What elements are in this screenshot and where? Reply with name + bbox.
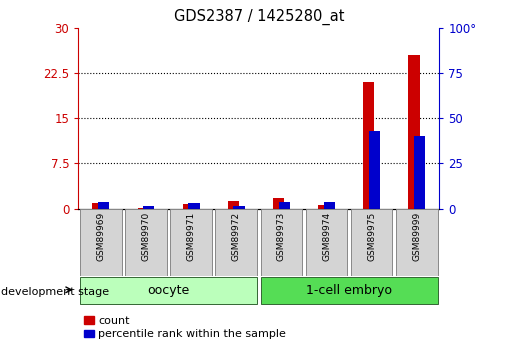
Bar bbox=[318, 205, 329, 209]
FancyBboxPatch shape bbox=[125, 209, 167, 276]
FancyBboxPatch shape bbox=[261, 209, 302, 276]
FancyBboxPatch shape bbox=[306, 209, 347, 276]
FancyBboxPatch shape bbox=[351, 209, 392, 276]
Bar bbox=[273, 198, 284, 209]
Bar bbox=[98, 203, 109, 209]
Text: GSM89973: GSM89973 bbox=[277, 211, 286, 261]
Text: 1-cell embryo: 1-cell embryo bbox=[306, 284, 392, 297]
FancyBboxPatch shape bbox=[396, 209, 437, 276]
Text: GSM89969: GSM89969 bbox=[96, 211, 106, 261]
Bar bbox=[414, 136, 425, 209]
Text: oocyte: oocyte bbox=[147, 284, 190, 297]
Bar bbox=[183, 205, 194, 209]
FancyBboxPatch shape bbox=[261, 277, 437, 304]
Bar bbox=[279, 203, 290, 209]
Bar bbox=[143, 206, 155, 209]
Bar bbox=[369, 131, 380, 209]
FancyBboxPatch shape bbox=[80, 277, 257, 304]
Text: GSM89974: GSM89974 bbox=[322, 211, 331, 260]
Bar bbox=[233, 206, 245, 209]
Bar bbox=[228, 201, 239, 209]
Text: GSM89975: GSM89975 bbox=[367, 211, 376, 261]
Bar bbox=[324, 203, 335, 209]
FancyBboxPatch shape bbox=[80, 209, 122, 276]
Bar bbox=[363, 82, 375, 209]
Bar bbox=[409, 55, 420, 209]
Text: GSM89999: GSM89999 bbox=[412, 211, 421, 261]
Bar bbox=[137, 207, 149, 209]
Title: GDS2387 / 1425280_at: GDS2387 / 1425280_at bbox=[174, 9, 344, 25]
Text: development stage: development stage bbox=[1, 287, 109, 296]
Legend: count, percentile rank within the sample: count, percentile rank within the sample bbox=[84, 316, 286, 339]
Text: GSM89972: GSM89972 bbox=[232, 211, 241, 260]
Bar bbox=[188, 203, 199, 209]
Text: GSM89970: GSM89970 bbox=[141, 211, 150, 261]
Bar bbox=[92, 203, 104, 209]
Text: GSM89971: GSM89971 bbox=[187, 211, 195, 261]
FancyBboxPatch shape bbox=[170, 209, 212, 276]
FancyBboxPatch shape bbox=[216, 209, 257, 276]
